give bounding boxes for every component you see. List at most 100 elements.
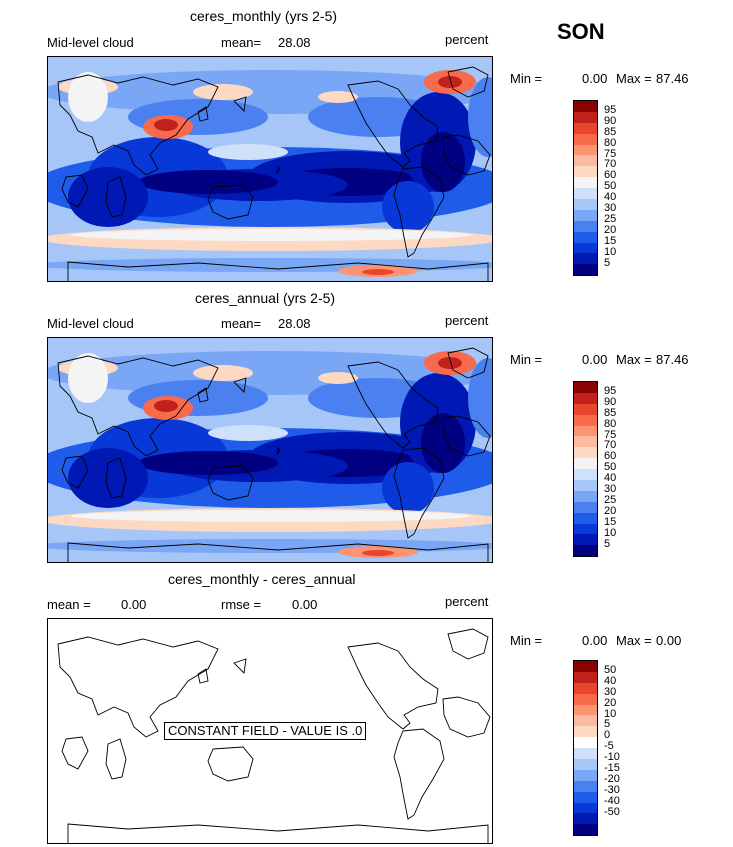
field-contour — [438, 76, 462, 88]
colorbar-segment — [574, 403, 597, 415]
panel2-min-value: 0.00 — [582, 352, 608, 367]
colorbar-segment — [574, 122, 597, 134]
coastline — [447, 628, 489, 660]
colorbar-segment — [574, 671, 597, 683]
panel1-units: percent — [445, 32, 489, 47]
coastline — [207, 465, 254, 501]
colorbar-segment — [574, 802, 597, 814]
colorbar-segment — [574, 220, 597, 232]
panel3-min-value: 0.00 — [582, 633, 608, 648]
colorbar-segment — [574, 769, 597, 781]
field-contour — [138, 451, 278, 475]
coastline — [233, 377, 247, 393]
colorbar-tick-label: 40 — [604, 472, 617, 485]
panel3-colorbar — [573, 660, 598, 837]
colorbar-tick-label: 30 — [604, 685, 617, 698]
panel2-map-field — [48, 338, 492, 562]
panel3-max-label: Max = — [616, 633, 652, 648]
coastline — [393, 447, 445, 539]
field-contour — [208, 425, 288, 441]
colorbar-segment — [574, 512, 597, 524]
colorbar-tick-label: 10 — [604, 707, 617, 720]
panel3-rmse-label: rmse = — [221, 597, 262, 612]
coastline — [197, 106, 209, 122]
panel2-title: ceres_annual (yrs 2-5) — [195, 290, 336, 306]
field-contour — [438, 357, 462, 369]
colorbar-tick-label: 5 — [604, 256, 611, 269]
coastline — [105, 738, 127, 780]
panel2-mean-label: mean= — [221, 316, 262, 331]
field-contour — [68, 448, 148, 508]
colorbar-tick-label: -40 — [604, 794, 620, 807]
colorbar-tick-label: 50 — [604, 461, 617, 474]
colorbar-tick-label: 80 — [604, 417, 617, 430]
colorbar-tick-label: 25 — [604, 493, 617, 506]
field-contour — [382, 462, 434, 514]
colorbar-segment — [574, 682, 597, 694]
colorbar-tick-label: 90 — [604, 114, 617, 127]
colorbar-segment — [574, 813, 597, 825]
colorbar-tick-label: 95 — [604, 384, 617, 397]
coastline — [233, 96, 247, 112]
colorbar-tick-label: 80 — [604, 136, 617, 149]
field-contour — [421, 132, 465, 192]
colorbar-tick-label: 15 — [604, 234, 617, 247]
coastline — [197, 387, 209, 403]
panel2-colorbar — [573, 381, 598, 558]
colorbar-segment — [574, 101, 597, 112]
colorbar-tick-label: -50 — [604, 805, 620, 818]
field-contour — [193, 365, 253, 381]
colorbar-segment — [574, 199, 597, 210]
colorbar-segment — [574, 253, 597, 265]
panel2-field-label: Mid-level cloud — [47, 316, 134, 331]
colorbar-segment — [574, 780, 597, 792]
field-contour — [48, 258, 492, 272]
colorbar-tick-label: -15 — [604, 762, 620, 774]
panel1-field-label: Mid-level cloud — [47, 35, 134, 50]
coastline — [207, 746, 254, 782]
colorbar-tick-label: 75 — [604, 147, 617, 160]
colorbar-tick-label: -5 — [604, 740, 614, 753]
coastline — [447, 347, 489, 379]
colorbar-tick-label: 5 — [604, 537, 611, 550]
coastline — [67, 261, 489, 281]
panel3-units: percent — [445, 594, 489, 609]
panel1-min-label: Min = — [510, 71, 543, 86]
colorbar-segment — [574, 534, 597, 546]
colorbar-segment — [574, 382, 597, 393]
panel3-constant-field-label: CONSTANT FIELD - VALUE IS .0 — [164, 722, 367, 740]
panel1-max-label: Max = — [616, 71, 652, 86]
colorbar-segment — [574, 392, 597, 404]
colorbar-tick-label: 85 — [604, 406, 617, 419]
colorbar-tick-label: 20 — [604, 223, 617, 236]
colorbar-tick-label: 10 — [604, 526, 617, 539]
colorbar-tick-label: 60 — [604, 169, 617, 182]
field-contour — [468, 77, 492, 157]
colorbar-tick-label: 5 — [604, 718, 611, 731]
colorbar-tick-label: 10 — [604, 245, 617, 258]
field-contour — [318, 91, 358, 103]
coastline — [447, 66, 489, 98]
colorbar-segment — [574, 133, 597, 145]
field-contour — [71, 229, 471, 241]
colorbar-tick-label: 25 — [604, 212, 617, 225]
panel2-min-label: Min = — [510, 352, 543, 367]
coastline — [442, 415, 491, 457]
panel2-mean-value: 28.08 — [278, 316, 311, 331]
panel2-max-value: 87.46 — [656, 352, 689, 367]
field-contour — [468, 358, 492, 438]
colorbar-tick-label: 70 — [604, 439, 617, 452]
colorbar-segment — [574, 693, 597, 705]
colorbar-segment — [574, 425, 597, 437]
panel2-max-label: Max = — [616, 352, 652, 367]
panel3-title: ceres_monthly - ceres_annual — [168, 571, 356, 587]
panel1-colorbar — [573, 100, 598, 277]
colorbar-tick-label: 40 — [604, 674, 617, 687]
colorbar-tick-label: 30 — [604, 202, 617, 214]
panel1-min-value: 0.00 — [582, 71, 608, 86]
field-contour — [318, 372, 358, 384]
colorbar-tick-label: 20 — [604, 504, 617, 517]
field-contour — [48, 539, 492, 553]
colorbar-tick-label: 40 — [604, 191, 617, 204]
colorbar-tick-label: 50 — [604, 663, 617, 676]
